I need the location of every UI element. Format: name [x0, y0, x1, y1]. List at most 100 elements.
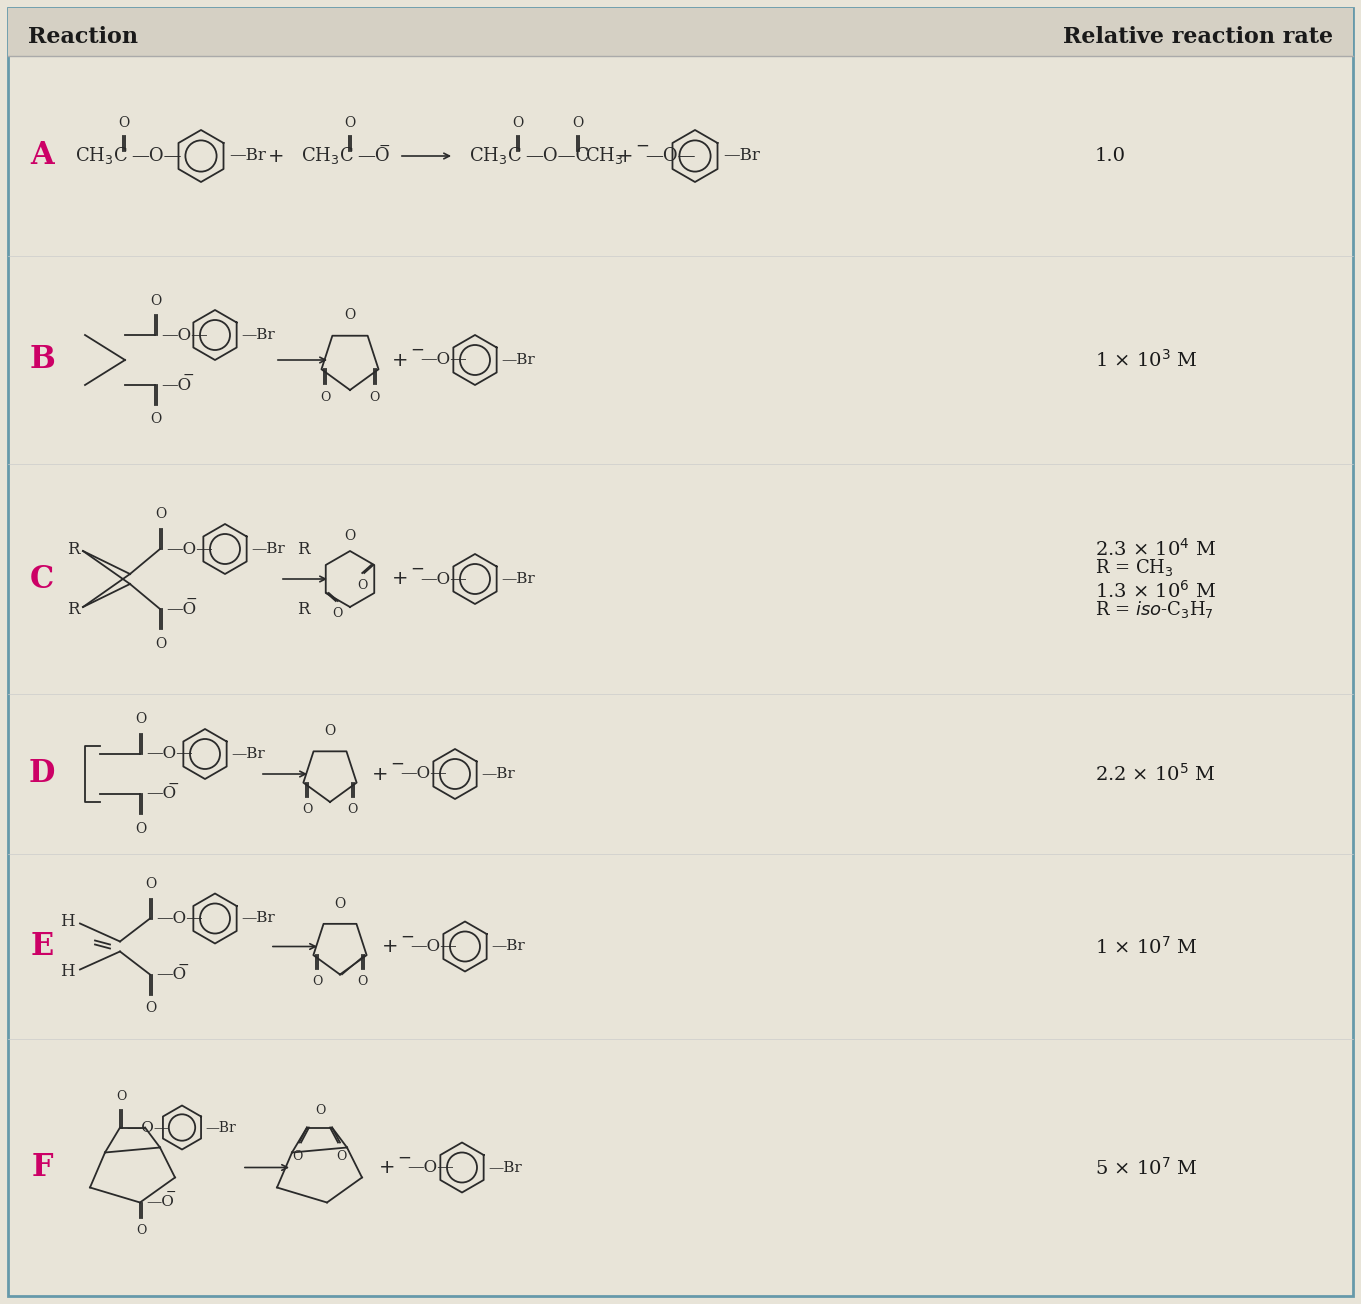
- Text: +: +: [392, 351, 408, 369]
- Text: C: C: [30, 563, 54, 595]
- Text: —Br: —Br: [723, 147, 759, 164]
- Text: O: O: [135, 712, 147, 726]
- Text: O: O: [136, 1224, 146, 1237]
- Text: O: O: [335, 897, 346, 910]
- Text: O: O: [118, 116, 129, 130]
- Text: −: −: [166, 1187, 177, 1198]
- Text: —O—: —O—: [146, 746, 193, 763]
- Text: 1 × 10$^{3}$ M: 1 × 10$^{3}$ M: [1096, 349, 1198, 370]
- Text: A: A: [30, 141, 54, 172]
- Text: F: F: [31, 1151, 53, 1183]
- Text: +: +: [392, 570, 408, 588]
- Text: O: O: [116, 1090, 127, 1102]
- Text: E: E: [30, 931, 53, 962]
- Text: —Br: —Br: [480, 767, 514, 781]
- Text: D: D: [29, 759, 56, 789]
- Text: O: O: [302, 803, 313, 816]
- Text: R = CH$_3$: R = CH$_3$: [1096, 557, 1173, 578]
- Text: —O—: —O—: [157, 910, 203, 927]
- Text: O: O: [344, 529, 355, 542]
- Text: —O—: —O—: [131, 147, 181, 166]
- Text: O: O: [150, 293, 162, 308]
- Text: Relative reaction rate: Relative reaction rate: [1063, 26, 1332, 48]
- Text: O: O: [573, 116, 584, 130]
- Text: −: −: [400, 927, 414, 945]
- Text: —O—: —O—: [166, 540, 212, 558]
- Text: R: R: [68, 601, 80, 618]
- Text: —O—C: —O—C: [525, 147, 589, 166]
- Text: O: O: [512, 116, 524, 130]
- Text: −: −: [182, 368, 195, 382]
- Text: —Br: —Br: [231, 747, 265, 762]
- Text: O: O: [320, 391, 331, 404]
- Text: O: O: [146, 878, 157, 892]
- Text: CH$_3$C: CH$_3$C: [75, 146, 128, 167]
- Text: −: −: [378, 140, 391, 153]
- Text: 1 × 10$^{7}$ M: 1 × 10$^{7}$ M: [1096, 935, 1198, 957]
- Text: −: −: [186, 592, 197, 606]
- Text: —O: —O: [161, 377, 191, 394]
- Text: O: O: [146, 1001, 157, 1016]
- Text: R: R: [298, 540, 310, 558]
- Text: O: O: [150, 412, 162, 426]
- Text: −: −: [167, 777, 180, 792]
- Text: —Br: —Br: [241, 329, 275, 342]
- Text: O: O: [358, 975, 367, 988]
- Text: O: O: [347, 803, 358, 816]
- Text: —Br: —Br: [206, 1120, 235, 1134]
- FancyBboxPatch shape: [8, 8, 1353, 1296]
- Text: +: +: [381, 938, 399, 956]
- Text: —Br: —Br: [489, 1161, 521, 1175]
- Text: —O—: —O—: [421, 352, 467, 369]
- Text: —Br: —Br: [491, 939, 525, 953]
- Text: O: O: [332, 606, 343, 619]
- Text: +: +: [378, 1158, 395, 1178]
- Text: —Br: —Br: [229, 147, 265, 164]
- Text: 1.0: 1.0: [1096, 147, 1126, 166]
- Text: O: O: [155, 507, 166, 522]
- FancyBboxPatch shape: [8, 8, 1353, 56]
- Text: −: −: [391, 755, 404, 773]
- Text: —O—: —O—: [410, 938, 457, 955]
- Text: O: O: [135, 822, 147, 836]
- Text: −: −: [636, 137, 649, 155]
- Text: O: O: [344, 308, 355, 322]
- Text: O: O: [336, 1150, 346, 1162]
- Text: —O—: —O—: [421, 571, 467, 588]
- Text: 2.3 × 10$^{4}$ M: 2.3 × 10$^{4}$ M: [1096, 539, 1217, 559]
- Text: H: H: [60, 913, 75, 930]
- Text: O: O: [344, 116, 355, 130]
- Text: —O—: —O—: [407, 1159, 453, 1176]
- Text: —O—: —O—: [161, 326, 208, 343]
- Text: −: −: [397, 1149, 411, 1167]
- Text: O: O: [369, 391, 380, 404]
- Text: —Br: —Br: [501, 353, 535, 366]
- Text: R: R: [68, 540, 80, 558]
- Text: O: O: [357, 579, 367, 592]
- Text: —O: —O: [166, 601, 196, 618]
- Text: R = $iso$-C$_3$H$_7$: R = $iso$-C$_3$H$_7$: [1096, 599, 1214, 619]
- Text: +: +: [268, 146, 284, 166]
- Text: CH$_3$: CH$_3$: [585, 146, 623, 167]
- Text: —O: —O: [146, 1196, 174, 1210]
- Text: —Br: —Br: [501, 572, 535, 585]
- Text: O: O: [314, 1104, 325, 1118]
- Text: H: H: [60, 962, 75, 981]
- Text: —Br: —Br: [241, 911, 275, 926]
- Text: 2.2 × 10$^{5}$ M: 2.2 × 10$^{5}$ M: [1096, 763, 1215, 785]
- Text: +: +: [372, 764, 388, 784]
- Text: —O: —O: [146, 785, 176, 802]
- Text: —O—: —O—: [645, 147, 695, 166]
- Text: —O—: —O—: [127, 1120, 169, 1134]
- Text: CH$_3$C: CH$_3$C: [301, 146, 354, 167]
- Text: —O—: —O—: [400, 765, 446, 782]
- Text: 1.3 × 10$^{6}$ M: 1.3 × 10$^{6}$ M: [1096, 580, 1217, 602]
- Text: O: O: [291, 1150, 302, 1162]
- Text: −: −: [178, 957, 189, 971]
- Text: O: O: [324, 724, 336, 738]
- Text: B: B: [29, 344, 54, 376]
- Text: +: +: [617, 146, 633, 166]
- Text: 5 × 10$^{7}$ M: 5 × 10$^{7}$ M: [1096, 1157, 1198, 1179]
- Text: O: O: [155, 636, 166, 651]
- Text: —O: —O: [157, 966, 186, 983]
